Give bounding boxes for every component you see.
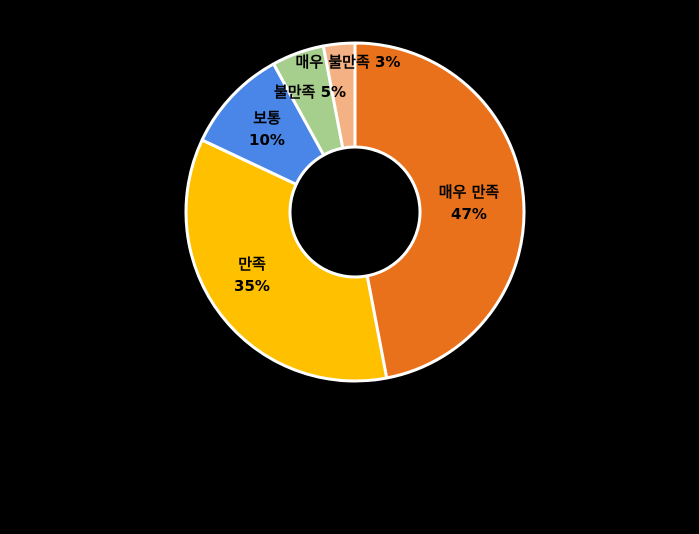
slice-label-very-satisfied-line1: 매우 만족 (439, 183, 500, 201)
donut-slice-very-dissatisfied (321, 41, 357, 150)
donut-slice-satisfied (184, 138, 389, 383)
donut-slices (184, 41, 526, 383)
slice-label-satisfied-line1: 만족 (238, 255, 266, 273)
slice-label-neutral-line1: 보통 (253, 109, 281, 127)
slice-label-neutral-line2: 10% (249, 131, 285, 149)
slice-label-very-satisfied-line2: 47% (451, 205, 487, 223)
slice-label-dissatisfied: 불만족 5% (274, 83, 346, 101)
slice-label-satisfied-line2: 35% (234, 277, 270, 295)
slice-data-labels: 매우 만족 47% 만족 35% 보통 10% 불만족 5% 매우 불만족 3% (234, 53, 499, 295)
donut-slice-very-satisfied (353, 41, 526, 380)
slice-label-very-dissatisfied: 매우 불만족 3% (296, 53, 401, 71)
